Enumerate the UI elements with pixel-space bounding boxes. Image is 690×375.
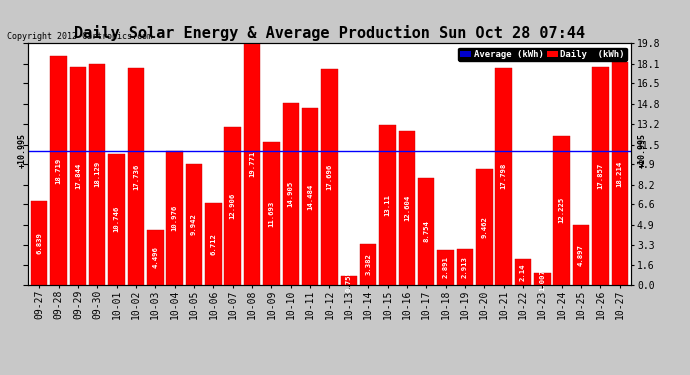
Text: +10.995: +10.995 (18, 133, 27, 168)
Bar (89, 63, 106, 285)
Legend: Average (kWh), Daily  (kWh): Average (kWh), Daily (kWh) (458, 48, 627, 61)
Text: 2.891: 2.891 (442, 256, 448, 278)
Bar (495, 68, 512, 285)
Text: 14.905: 14.905 (288, 181, 294, 207)
Bar (592, 67, 609, 285)
Text: 9.942: 9.942 (191, 213, 197, 235)
Bar (108, 154, 125, 285)
Bar (224, 128, 241, 285)
Text: 4.897: 4.897 (578, 244, 584, 266)
Bar (166, 151, 183, 285)
Bar (263, 142, 279, 285)
Text: 18.214: 18.214 (617, 160, 623, 187)
Title: Daily Solar Energy & Average Production Sun Oct 28 07:44: Daily Solar Energy & Average Production … (74, 25, 585, 40)
Bar (515, 259, 531, 285)
Bar (50, 56, 67, 285)
Bar (360, 244, 377, 285)
Text: 12.225: 12.225 (559, 197, 564, 223)
Text: 4.496: 4.496 (152, 247, 158, 268)
Bar (611, 63, 628, 285)
Bar (553, 136, 570, 285)
Text: 17.798: 17.798 (501, 163, 506, 189)
Text: 13.11: 13.11 (384, 194, 391, 216)
Bar (186, 164, 202, 285)
Text: 17.857: 17.857 (598, 163, 603, 189)
Bar (418, 178, 435, 285)
Bar (399, 131, 415, 285)
Bar (244, 44, 260, 285)
Text: 2.14: 2.14 (520, 263, 526, 280)
Bar (341, 276, 357, 285)
Bar (380, 125, 396, 285)
Text: 10.746: 10.746 (114, 206, 119, 232)
Text: 3.382: 3.382 (365, 254, 371, 275)
Text: +10.995: +10.995 (638, 133, 647, 168)
Text: 18.719: 18.719 (56, 158, 61, 184)
Text: 17.736: 17.736 (133, 164, 139, 190)
Text: 0.755: 0.755 (346, 270, 352, 292)
Bar (457, 249, 473, 285)
Text: Copyright 2012 Cartronics.com: Copyright 2012 Cartronics.com (7, 32, 152, 41)
Text: 1.007: 1.007 (540, 269, 545, 291)
Text: 6.712: 6.712 (210, 233, 217, 255)
Text: 12.604: 12.604 (404, 195, 410, 221)
Bar (31, 201, 48, 285)
Text: 11.693: 11.693 (268, 201, 275, 227)
Bar (476, 170, 493, 285)
Text: 17.844: 17.844 (75, 163, 81, 189)
Bar (437, 250, 454, 285)
Bar (534, 273, 551, 285)
Bar (147, 230, 164, 285)
Text: 6.839: 6.839 (36, 232, 42, 254)
Bar (573, 225, 589, 285)
Bar (70, 67, 86, 285)
Text: 12.906: 12.906 (230, 193, 236, 219)
Text: 9.462: 9.462 (482, 216, 487, 238)
Bar (205, 203, 221, 285)
Text: 17.696: 17.696 (326, 164, 333, 190)
Bar (282, 103, 299, 285)
Text: 10.976: 10.976 (172, 205, 177, 231)
Text: 8.754: 8.754 (423, 220, 429, 243)
Text: 2.913: 2.913 (462, 256, 468, 278)
Text: 19.771: 19.771 (249, 151, 255, 177)
Text: 14.484: 14.484 (307, 183, 313, 210)
Bar (302, 108, 318, 285)
Text: 18.129: 18.129 (95, 161, 100, 188)
Bar (322, 69, 337, 285)
Bar (128, 68, 144, 285)
